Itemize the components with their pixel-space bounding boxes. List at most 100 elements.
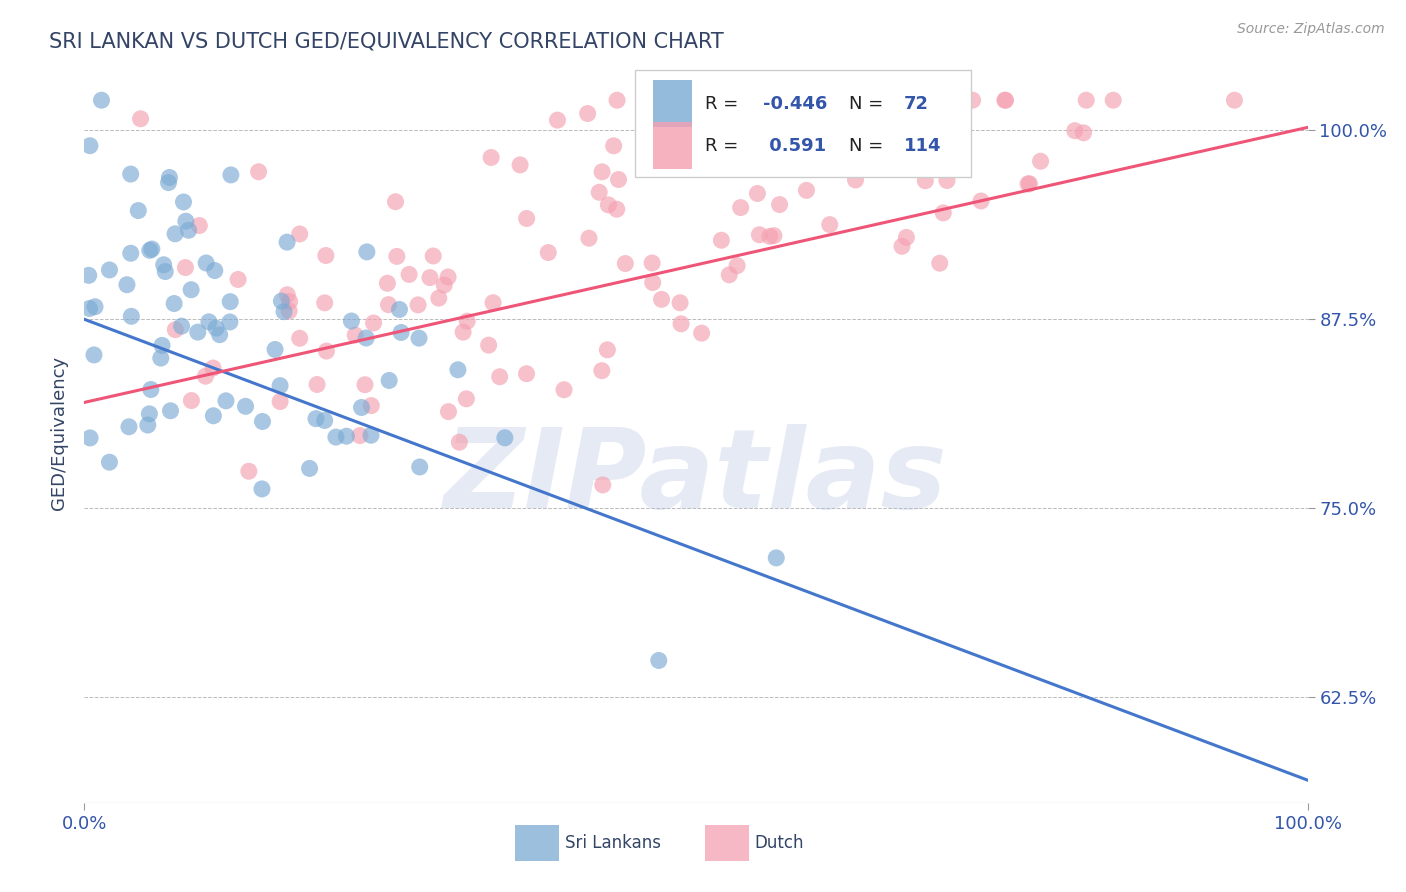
Point <box>204 263 226 277</box>
Point <box>932 206 955 220</box>
Point <box>721 156 744 170</box>
Point <box>118 419 141 434</box>
Text: Source: ZipAtlas.com: Source: ZipAtlas.com <box>1237 22 1385 37</box>
Point <box>718 268 741 282</box>
Point <box>163 296 186 310</box>
Point <box>195 256 218 270</box>
Point <box>844 173 866 187</box>
Point <box>180 283 202 297</box>
Point <box>437 270 460 285</box>
Point <box>873 93 896 107</box>
Point <box>482 295 505 310</box>
Point <box>385 249 408 263</box>
Point <box>77 268 100 283</box>
Point <box>314 295 336 310</box>
Point <box>641 256 664 270</box>
Point <box>602 138 624 153</box>
Point <box>614 256 637 270</box>
Point <box>865 162 887 177</box>
Point <box>1018 177 1040 191</box>
Point <box>350 401 373 415</box>
Point <box>1102 93 1125 107</box>
FancyBboxPatch shape <box>654 80 692 128</box>
Point <box>451 325 474 339</box>
Point <box>1029 154 1052 169</box>
Point <box>273 304 295 318</box>
Point <box>219 315 242 329</box>
Point <box>187 325 209 339</box>
Point <box>669 295 692 310</box>
Point <box>354 331 377 345</box>
Point <box>962 93 984 107</box>
Point <box>607 172 630 186</box>
Text: Dutch: Dutch <box>755 834 804 852</box>
Point <box>170 319 193 334</box>
Point <box>174 214 197 228</box>
Point <box>173 194 195 209</box>
Point <box>730 201 752 215</box>
Point <box>226 272 249 286</box>
Point <box>690 326 713 340</box>
Point <box>174 260 197 275</box>
Point <box>643 160 665 174</box>
Point <box>710 233 733 247</box>
Point <box>1063 123 1085 137</box>
Text: SRI LANKAN VS DUTCH GED/EQUIVALENCY CORRELATION CHART: SRI LANKAN VS DUTCH GED/EQUIVALENCY CORR… <box>49 31 724 51</box>
Point <box>264 343 287 357</box>
Point <box>278 304 301 318</box>
Point <box>139 244 162 258</box>
Point <box>588 186 610 200</box>
Point <box>478 338 501 352</box>
Point <box>725 259 748 273</box>
Point <box>437 404 460 418</box>
Point <box>344 328 367 343</box>
Point <box>149 351 172 365</box>
Point <box>887 118 910 132</box>
Point <box>398 268 420 282</box>
Point <box>1223 93 1246 107</box>
Point <box>388 302 411 317</box>
Point <box>537 245 560 260</box>
Point <box>553 383 575 397</box>
FancyBboxPatch shape <box>654 122 692 169</box>
Point <box>891 239 914 253</box>
Point <box>305 411 328 425</box>
Text: Sri Lankans: Sri Lankans <box>565 834 661 852</box>
Point <box>456 392 478 406</box>
Point <box>363 316 385 330</box>
Point <box>422 249 444 263</box>
Point <box>127 203 149 218</box>
FancyBboxPatch shape <box>515 825 560 861</box>
Point <box>235 400 257 414</box>
Text: N =: N = <box>849 95 889 112</box>
Point <box>120 167 142 181</box>
Point <box>83 348 105 362</box>
Point <box>928 256 950 270</box>
Point <box>762 228 785 243</box>
Text: 114: 114 <box>904 136 942 154</box>
Point <box>818 218 841 232</box>
Point <box>433 278 456 293</box>
Point <box>427 291 450 305</box>
Point <box>748 227 770 242</box>
Point <box>314 413 336 427</box>
Point <box>970 194 993 208</box>
Point <box>79 301 101 316</box>
Point <box>1017 177 1039 191</box>
Point <box>315 248 337 262</box>
Text: R =: R = <box>704 136 744 154</box>
Point <box>456 314 478 328</box>
Text: 0.591: 0.591 <box>763 136 827 154</box>
Point <box>90 93 112 107</box>
Point <box>120 310 142 324</box>
Point <box>360 399 382 413</box>
Point <box>152 258 174 272</box>
Y-axis label: GED/Equivalency: GED/Equivalency <box>51 356 69 509</box>
Point <box>860 96 883 111</box>
Point <box>546 113 568 128</box>
Point <box>669 317 692 331</box>
Point <box>509 158 531 172</box>
Point <box>155 264 177 278</box>
Point <box>765 550 787 565</box>
Point <box>914 174 936 188</box>
